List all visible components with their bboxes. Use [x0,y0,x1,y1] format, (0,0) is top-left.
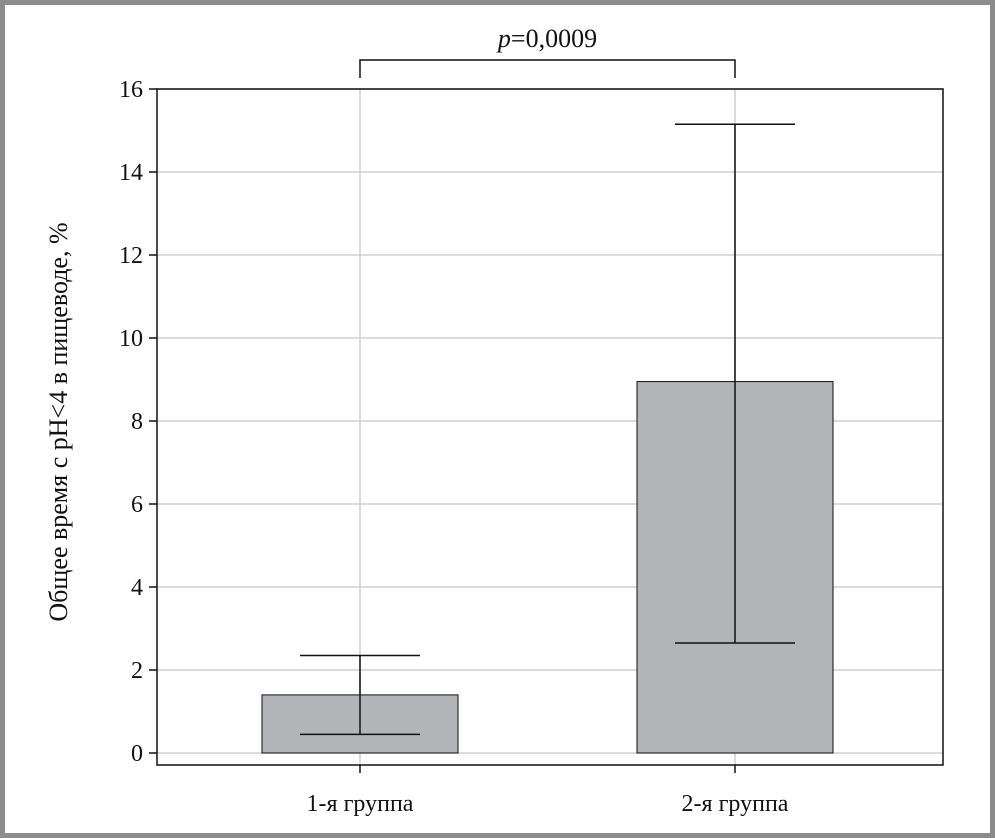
significance-bracket [359,59,736,78]
plot-area-border [156,88,944,766]
x-category-label: 1-я группа [307,791,414,817]
y-tick-label: 0 [131,741,143,767]
p-value-label: p=0,0009 [496,24,597,53]
bars [261,381,834,754]
p-symbol: p [496,24,511,53]
bar-chart: 0 2 4 6 8 10 12 14 16 1-я группа 2-я группа Общее… [44,24,944,817]
y-tick-label: 10 [119,326,143,352]
error-bars [300,123,795,736]
y-tick-label: 14 [119,160,143,186]
x-axis-categories: 1-я группа 2-я группа [307,791,789,817]
x-category-label: 2-я группа [682,791,789,817]
y-tick-label: 2 [131,658,143,684]
p-value-number: =0,0009 [511,24,597,53]
y-axis-title: Общее время с pH<4 в пищеводе, % [44,222,73,621]
y-tick-label: 8 [131,409,143,435]
y-tick-label: 4 [131,575,143,601]
y-tick-label: 12 [119,243,143,269]
significance-annotation: p=0,0009 [359,24,736,78]
y-tick-label: 16 [119,77,143,103]
y-axis-ticks: 0 2 4 6 8 10 12 14 16 [119,77,736,773]
y-tick-label: 6 [131,492,143,518]
